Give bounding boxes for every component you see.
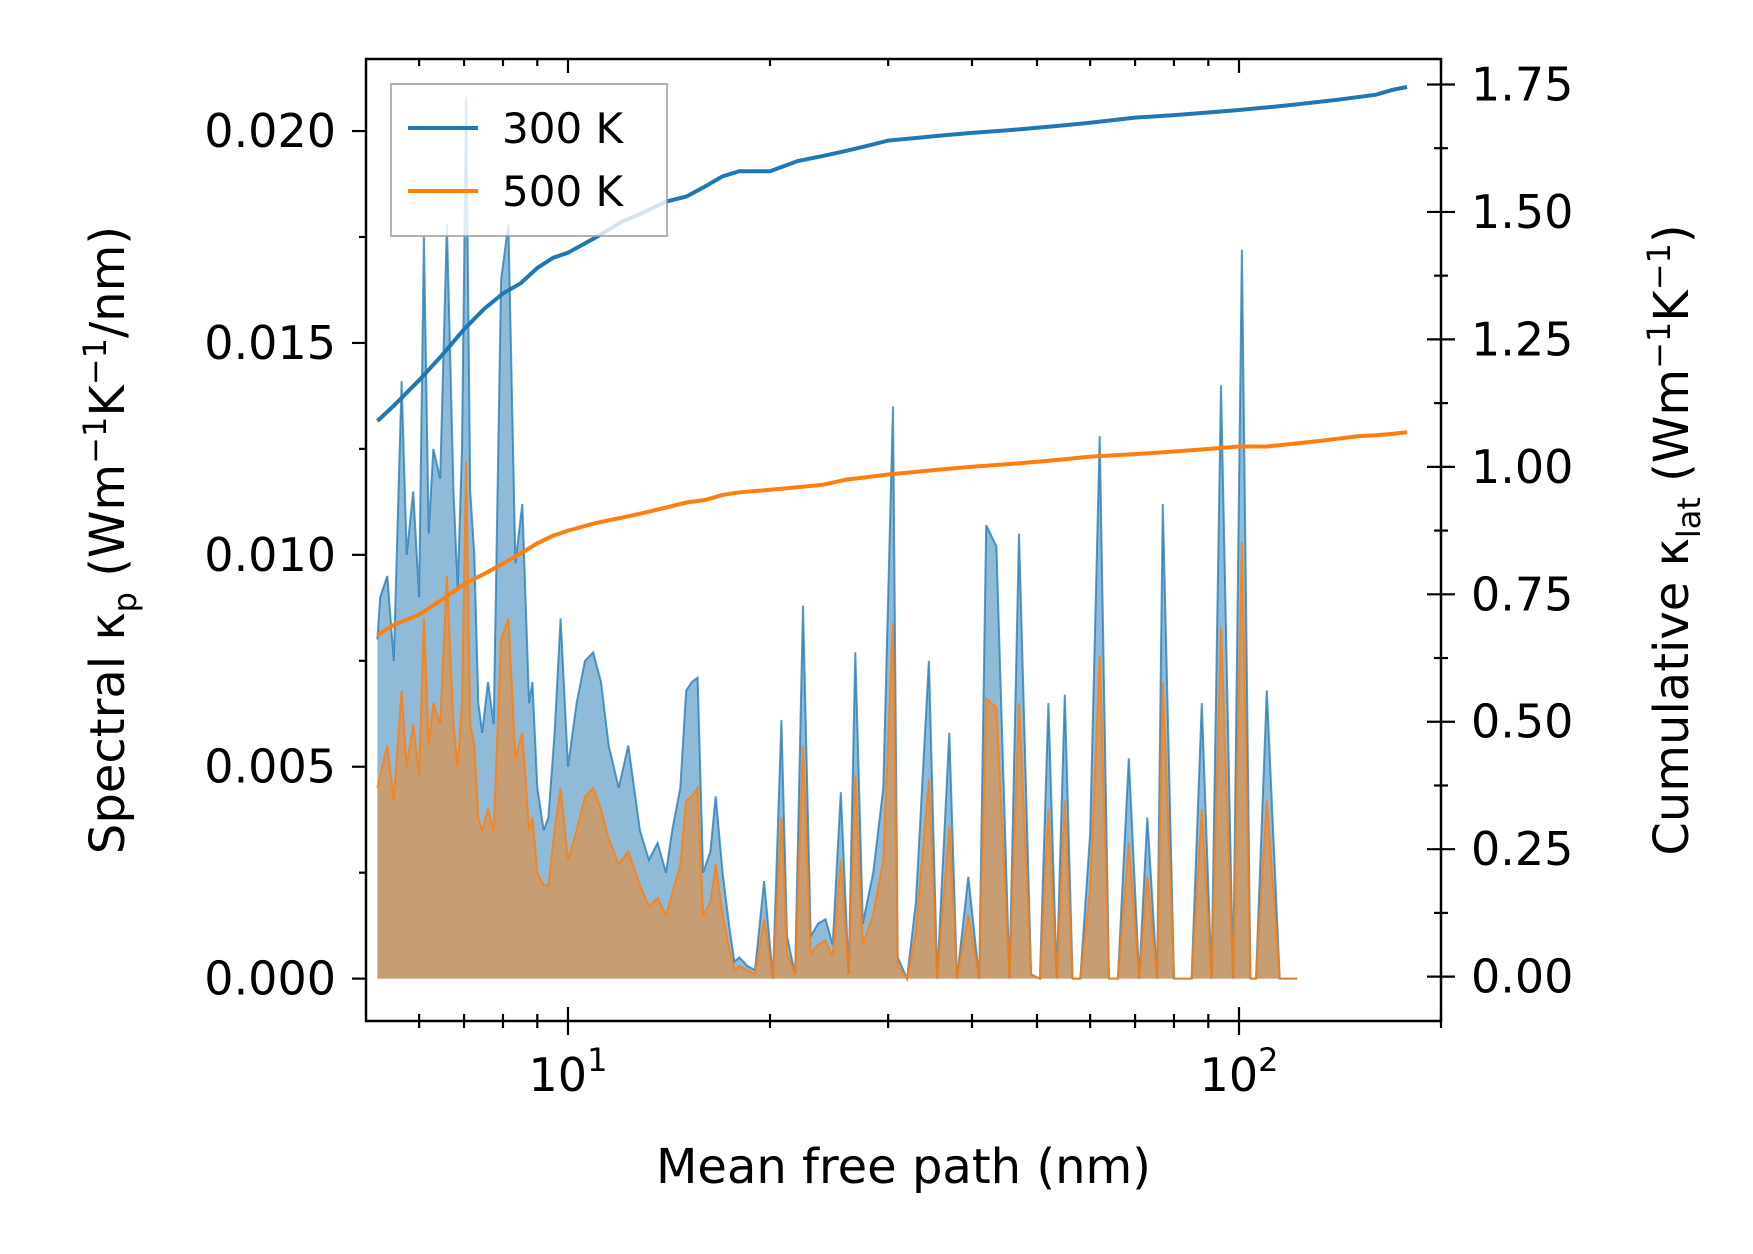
right-ylabel-sup1: −1 (1640, 322, 1678, 369)
x-tick-labels: 101 102 (529, 1041, 1279, 1102)
spectral-300k-area (377, 97, 1297, 979)
right-tick-label: 0.75 (1471, 567, 1573, 621)
left-ylabel-mid1: (Wm (80, 464, 136, 592)
right-ylabel-pre: Cumulative κ (1644, 538, 1700, 856)
legend: 300 K 500 K (390, 83, 668, 237)
x-tick-label: 101 (529, 1041, 608, 1102)
plot-frame (364, 57, 1443, 1023)
spectral-300k-line (376, 97, 1297, 983)
left-y-axis-title: Spectral κp (Wm−1K−1/nm) (76, 226, 144, 854)
legend-box (390, 83, 668, 237)
x-tick-base: 10 (529, 1048, 588, 1102)
plot-area (376, 85, 1408, 983)
right-tick-labels: 0.00 0.25 0.50 0.75 1.00 1.25 1.50 1.75 (1471, 57, 1573, 1003)
right-ylabel-sub: lat (1670, 497, 1708, 538)
left-ylabel-pre: Spectral κ (80, 612, 136, 854)
right-ylabel-post: ) (1644, 224, 1700, 243)
right-y-axis-title: Cumulative κlat (Wm−1K−1) (1640, 224, 1708, 855)
left-ylabel-sup2: −1 (76, 338, 114, 385)
left-tick-label: 0.020 (204, 104, 336, 158)
right-tick-label: 0.50 (1471, 695, 1573, 749)
cumulative-300k-line (376, 85, 1408, 423)
right-tick-label: 1.75 (1471, 57, 1573, 111)
cumulative-500k-line (376, 430, 1408, 637)
x-tick-label: 102 (1200, 1041, 1279, 1102)
left-tick-label: 0.005 (204, 740, 336, 794)
legend-label-300k: 300 K (502, 104, 625, 153)
left-ylabel-mid2: K (80, 384, 136, 417)
left-tick-labels: 0.000 0.005 0.010 0.015 0.020 (204, 104, 336, 1006)
x-axis-title: Mean free path (nm) (656, 1139, 1151, 1195)
right-ylabel-mid1: (Wm (1644, 369, 1700, 497)
right-tick-label: 0.25 (1471, 822, 1573, 876)
spectral-500k-line (376, 461, 1297, 982)
right-ylabel-mid2: K (1644, 289, 1700, 322)
left-tick-label: 0.010 (204, 528, 336, 582)
x-tick-exponent: 2 (1258, 1041, 1278, 1079)
right-tick-label: 1.25 (1471, 312, 1573, 366)
left-tick-label: 0.015 (204, 316, 336, 370)
spectral-500k-area (377, 461, 1297, 979)
left-ylabel-sup1: −1 (76, 417, 114, 464)
x-tick-base: 10 (1200, 1048, 1259, 1102)
legend-label-500k: 500 K (502, 167, 625, 216)
right-ylabel-sup2: −1 (1640, 243, 1678, 290)
right-tick-label: 1.50 (1471, 185, 1573, 239)
left-tick-label: 0.000 (204, 952, 336, 1006)
x-tick-exponent: 1 (587, 1041, 607, 1079)
left-ylabel-sub: p (106, 592, 144, 612)
left-ylabel-post: /nm) (80, 226, 136, 338)
right-tick-label: 1.00 (1471, 440, 1573, 494)
right-tick-label: 0.00 (1471, 950, 1573, 1004)
